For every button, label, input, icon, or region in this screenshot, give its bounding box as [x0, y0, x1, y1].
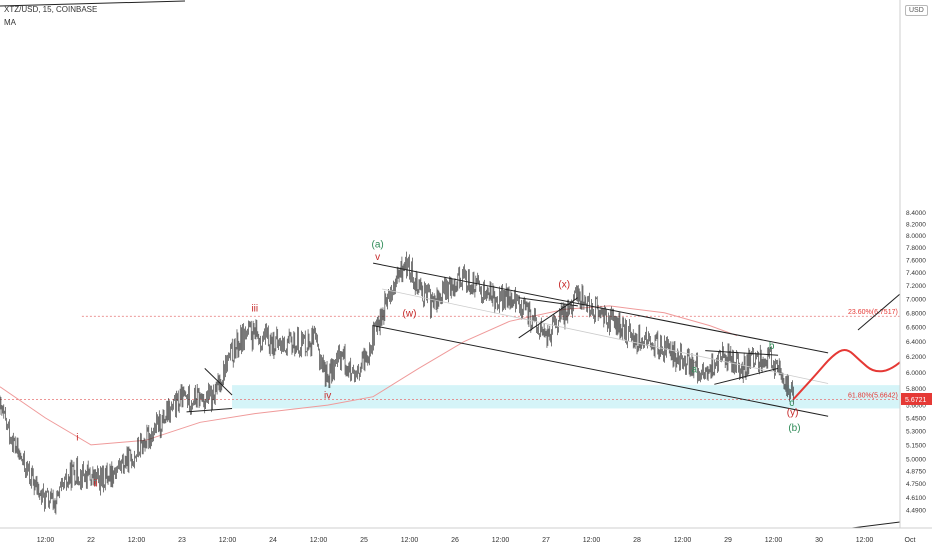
y-tick-label: 8.4000 — [906, 210, 926, 217]
wave-label: c — [789, 398, 794, 409]
wave-label: (w) — [403, 308, 417, 319]
x-tick-label: 28 — [633, 537, 641, 544]
moving-average-line — [0, 305, 738, 446]
candles-layer — [0, 251, 794, 515]
projection-layer — [0, 0, 932, 531]
y-tick-label: 6.8000 — [906, 310, 926, 317]
y-tick-label: 5.0000 — [906, 456, 926, 463]
x-tick-label: 25 — [360, 537, 368, 544]
wave-label: (y) — [787, 407, 799, 418]
y-tick-label: 4.7500 — [906, 481, 926, 488]
current-price-badge — [901, 392, 932, 405]
fib-levels-layer: 23.60%(6.7517) 61.80%(5.6642) — [0, 309, 900, 401]
wave-label: iv — [324, 390, 331, 401]
y-tick-label: 7.2000 — [906, 283, 926, 290]
y-tick-label: 5.6000 — [906, 403, 926, 410]
current-price-label: 5.6721 — [905, 397, 927, 404]
x-tick-label: 24 — [269, 537, 277, 544]
x-tick-label: 12:00 — [492, 537, 510, 544]
fib-level-label: 23.60%(6.7517) — [848, 309, 898, 316]
y-tick-label: 7.4000 — [906, 270, 926, 277]
y-tick-label: 4.4900 — [906, 508, 926, 515]
channel-line — [373, 325, 829, 417]
wave-label: (x) — [558, 280, 570, 291]
drawing-line — [857, 293, 901, 331]
triangle-line — [186, 407, 233, 413]
wave-label: i — [76, 432, 78, 443]
x-tick-label: 12:00 — [583, 537, 601, 544]
channel-line — [373, 262, 829, 354]
x-tick-label: 12:00 — [401, 537, 419, 544]
x-tick-label: 12:00 — [674, 537, 692, 544]
y-tick-label: 4.6100 — [906, 495, 926, 502]
x-tick-label: 27 — [542, 537, 550, 544]
wave-label: (a) — [372, 240, 384, 251]
drawing-line — [0, 0, 186, 7]
x-tick-label: 22 — [87, 537, 95, 544]
x-axis-background — [0, 528, 932, 550]
y-tick-label: 4.8750 — [906, 468, 926, 475]
y-tick-label: 7.0000 — [906, 297, 926, 304]
y-tick-label: 5.1500 — [906, 442, 926, 449]
x-tick-label: 23 — [178, 537, 186, 544]
channel-midline — [382, 288, 829, 384]
y-tick-label: 5.4500 — [906, 415, 926, 422]
x-tick-label: 29 — [724, 537, 732, 544]
fib-level-label: 61.80%(5.6642) — [848, 393, 898, 400]
y-tick-label: 5.3000 — [906, 429, 926, 436]
y-tick-label: 6.0000 — [906, 370, 926, 377]
x-tick-label: 12:00 — [128, 537, 146, 544]
wave-label: ii — [93, 478, 97, 489]
y-axis-background — [900, 0, 932, 550]
wave-label: b — [769, 341, 775, 352]
symbol-title: XTZ/USD, 15, COINBASE — [4, 5, 98, 14]
triangle-line — [705, 350, 779, 356]
triangle-line — [714, 367, 779, 385]
wave-label: a — [692, 364, 698, 375]
x-tick-label: 12:00 — [765, 537, 783, 544]
x-tick-label: 12:00 — [219, 537, 237, 544]
wave-label: (b) — [788, 423, 800, 434]
y-tick-label: 7.8000 — [906, 245, 926, 252]
y-tick-label: 6.6000 — [906, 325, 926, 332]
triangle-line — [518, 297, 579, 339]
x-tick-label: Oct — [905, 537, 916, 544]
y-tick-label: 5.8000 — [906, 386, 926, 393]
indicator-label: MA — [4, 18, 16, 27]
x-tick-label: 26 — [451, 537, 459, 544]
wave-label: v — [375, 252, 380, 263]
wave-label: iii — [251, 303, 258, 314]
y-tick-label: 7.6000 — [906, 258, 926, 265]
y-tick-label: 8.2000 — [906, 221, 926, 228]
x-tick-label: 30 — [815, 537, 823, 544]
currency-badge[interactable]: USD — [905, 5, 928, 16]
triangle-line — [204, 367, 233, 396]
x-tick-label: 12:00 — [310, 537, 328, 544]
y-tick-label: 8.0000 — [906, 233, 926, 240]
support-zone-layer — [232, 385, 932, 409]
moving-average-layer — [0, 305, 738, 446]
y-tick-label: 6.2000 — [906, 354, 926, 361]
trendlines-layer — [186, 262, 829, 417]
x-tick-label: 12:00 — [37, 537, 55, 544]
x-tick-label: 12:00 — [856, 537, 874, 544]
y-tick-label: 6.4000 — [906, 339, 926, 346]
support-zone — [232, 385, 932, 409]
